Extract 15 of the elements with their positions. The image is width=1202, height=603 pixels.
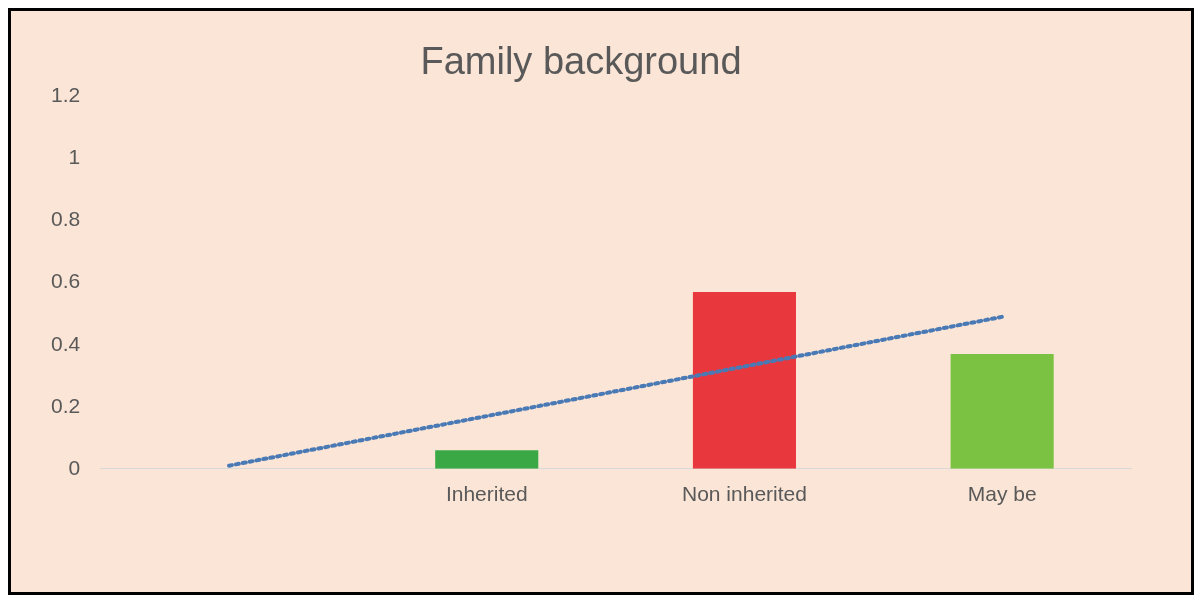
y-tick-label: 0 — [68, 455, 81, 479]
y-tick-label: 1 — [68, 145, 81, 169]
bar — [435, 450, 539, 469]
chart-title: Family background — [420, 40, 742, 83]
x-tick-label: Inherited — [445, 482, 528, 506]
y-tick-label: 0.4 — [50, 331, 81, 355]
x-tick-label: May be — [967, 482, 1037, 506]
y-tick-label: 0.2 — [50, 393, 81, 417]
y-tick-label: 0.6 — [50, 269, 81, 293]
y-tick-label: 1.2 — [50, 83, 81, 107]
y-tick-label: 0.8 — [50, 207, 81, 231]
bar — [950, 354, 1054, 469]
bar — [692, 292, 796, 469]
x-tick-label: Non inherited — [681, 482, 807, 506]
line-series — [227, 314, 1005, 468]
